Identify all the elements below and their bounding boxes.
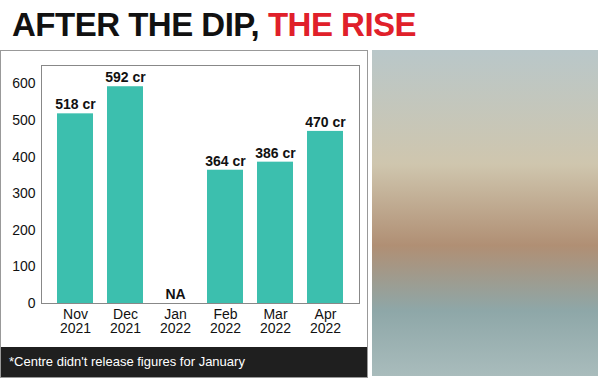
svg-text:500: 500 (12, 112, 36, 128)
svg-text:Dec2021: Dec2021 (110, 306, 141, 336)
svg-text:200: 200 (12, 222, 36, 238)
svg-text:300: 300 (12, 185, 36, 201)
svg-text:386 cr: 386 cr (255, 145, 296, 161)
svg-text:600: 600 (12, 75, 36, 91)
svg-text:518 cr: 518 cr (55, 96, 96, 112)
svg-text:Nov2021: Nov2021 (60, 306, 91, 336)
svg-text:NA: NA (165, 286, 185, 302)
html-text:*Centre didn't release figures: *Centre didn't release figures for Janua… (9, 354, 245, 369)
html-text:AFTER THE DIP, THE RISE: AFTER THE DIP, THE RISE (12, 6, 417, 43)
svg-text:592 cr: 592 cr (105, 69, 146, 85)
svg-text:Jan2022: Jan2022 (160, 306, 191, 336)
svg-text:100: 100 (12, 258, 36, 274)
svg-text:Feb2022: Feb2022 (210, 306, 241, 336)
svg-text:Apr2022: Apr2022 (310, 306, 341, 336)
svg-text:400: 400 (12, 149, 36, 165)
svg-text:0: 0 (28, 295, 36, 311)
svg-text:470 cr: 470 cr (305, 114, 346, 130)
svg-text:Mar2022: Mar2022 (260, 306, 291, 336)
svg-text:364 cr: 364 cr (205, 153, 246, 169)
